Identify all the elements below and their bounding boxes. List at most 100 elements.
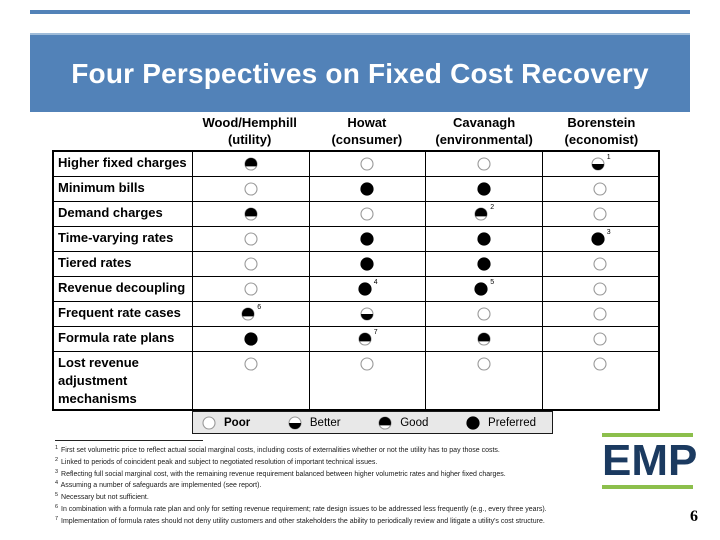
- column-subtitle: (economist): [564, 132, 639, 147]
- table-row: Revenue decoupling 4 5: [54, 277, 658, 302]
- harvey-ball-preferred-icon: [476, 181, 492, 197]
- rating-cell: 3: [543, 227, 659, 251]
- row-label: Time-varying rates: [54, 227, 193, 251]
- harvey-ball-poor-icon: [476, 156, 492, 172]
- rating-cell: [543, 327, 659, 351]
- rating-cell: [543, 302, 659, 326]
- footnote-item: 4 Assuming a number of safeguards are im…: [55, 480, 262, 490]
- footnote-number: 4: [55, 480, 59, 487]
- harvey-ball-better-icon: 1: [590, 154, 611, 172]
- column-name: Howat: [347, 115, 387, 130]
- cell-footnote-ref: 5: [490, 279, 495, 286]
- harvey-ball-better-icon: [359, 306, 375, 322]
- rating-cell: [426, 352, 543, 409]
- harvey-ball-poor-icon: [592, 206, 608, 222]
- column-name: Borenstein: [567, 115, 636, 130]
- footnote-number: 6: [55, 503, 59, 510]
- table-row: Time-varying rates 3: [54, 227, 658, 252]
- rating-cell: [193, 277, 310, 301]
- rating-cell: 5: [426, 277, 543, 301]
- footnote-item: 6 In combination with a formula rate pla…: [55, 503, 547, 513]
- harvey-ball-poor-icon: [201, 415, 217, 431]
- harvey-ball-poor-icon: [592, 331, 608, 347]
- harvey-ball-preferred-icon: 4: [357, 279, 378, 297]
- rating-cell: [310, 202, 426, 226]
- cell-footnote-ref: 4: [373, 279, 378, 286]
- logo-top-bar: [602, 433, 693, 437]
- rating-cell: [426, 302, 543, 326]
- row-label: Lost revenue adjustment mechanisms: [54, 352, 193, 409]
- row-label: Demand charges: [54, 202, 193, 226]
- harvey-ball-good-icon: 7: [357, 329, 378, 347]
- rating-cell: [193, 152, 310, 176]
- footnote-item: 5 Necessary but not sufficient.: [55, 492, 149, 502]
- footnote-number: 5: [55, 492, 59, 499]
- footnote-divider: [55, 440, 203, 441]
- harvey-ball-preferred-icon: 5: [473, 279, 495, 297]
- harvey-ball-preferred-icon: [476, 231, 492, 247]
- header-spacer: [52, 114, 191, 148]
- harvey-ball-poor-icon: [359, 356, 375, 372]
- rating-cell: 4: [310, 277, 426, 301]
- harvey-ball-poor-icon: [243, 356, 259, 372]
- harvey-ball-poor-icon: [592, 306, 608, 322]
- rating-cell: 6: [193, 302, 310, 326]
- table-row: Lost revenue adjustment mechanisms: [54, 352, 658, 409]
- rating-cell: 7: [310, 327, 426, 351]
- rating-cell: [310, 152, 426, 176]
- row-label: Minimum bills: [54, 177, 193, 201]
- rating-cell: [426, 252, 543, 276]
- cell-footnote-ref: 6: [257, 304, 262, 311]
- harvey-ball-poor-icon: [359, 156, 375, 172]
- footnote-number: 3: [55, 468, 59, 475]
- rating-cell: [193, 227, 310, 251]
- rating-cell: 2: [426, 202, 543, 226]
- harvey-ball-poor-icon: [359, 206, 375, 222]
- harvey-ball-poor-icon: [243, 281, 259, 297]
- rating-cell: [543, 177, 659, 201]
- harvey-ball-poor-icon: [592, 256, 608, 272]
- row-label: Revenue decoupling: [54, 277, 193, 301]
- footnote-number: 7: [55, 515, 59, 522]
- rating-cell: [543, 252, 659, 276]
- logo-bottom-bar: [602, 485, 693, 489]
- cell-footnote-ref: 3: [606, 229, 611, 236]
- page-number: 6: [690, 508, 698, 525]
- harvey-ball-preferred-icon: [465, 415, 481, 431]
- rating-cell: [426, 227, 543, 251]
- harvey-ball-good-icon: [377, 415, 393, 431]
- harvey-ball-good-icon: 2: [473, 204, 494, 222]
- harvey-ball-good-icon: [243, 206, 259, 222]
- harvey-ball-poor-icon: [592, 281, 608, 297]
- footnote-item: 2 Linked to periods of coincident peak a…: [55, 456, 378, 466]
- harvey-ball-poor-icon: [592, 181, 608, 197]
- harvey-ball-good-icon: 6: [240, 304, 262, 322]
- column-name: Wood/Hemphill: [202, 115, 297, 130]
- rating-cell: [426, 327, 543, 351]
- legend-label: Good: [400, 416, 429, 429]
- table-row: Demand charges 2: [54, 202, 658, 227]
- footnote-number: 1: [55, 445, 59, 451]
- column-subtitle: (environmental): [435, 132, 533, 147]
- column-header-1: Wood/Hemphill (utility): [191, 114, 308, 148]
- accent-top-rule: [30, 10, 690, 14]
- row-label: Tiered rates: [54, 252, 193, 276]
- legend-label: Preferred: [488, 416, 536, 429]
- harvey-ball-preferred-icon: [476, 256, 492, 272]
- table-row: Minimum bills: [54, 177, 658, 202]
- harvey-ball-poor-icon: [243, 256, 259, 272]
- row-label: Frequent rate cases: [54, 302, 193, 326]
- legend-label: Better: [309, 416, 341, 429]
- harvey-ball-poor-icon: [476, 306, 492, 322]
- rating-cell: [193, 252, 310, 276]
- harvey-ball-poor-icon: [476, 356, 492, 372]
- rating-cell: [193, 327, 310, 351]
- legend-item-better: Better: [287, 415, 341, 431]
- column-subtitle: (consumer): [331, 132, 403, 147]
- rating-cell: [310, 352, 426, 409]
- rating-cell: [310, 302, 426, 326]
- footnote-item: 1 First set volumetric price to reflect …: [55, 445, 500, 454]
- harvey-ball-preferred-icon: [359, 181, 375, 197]
- slide-title: Four Perspectives on Fixed Cost Recovery: [71, 57, 649, 89]
